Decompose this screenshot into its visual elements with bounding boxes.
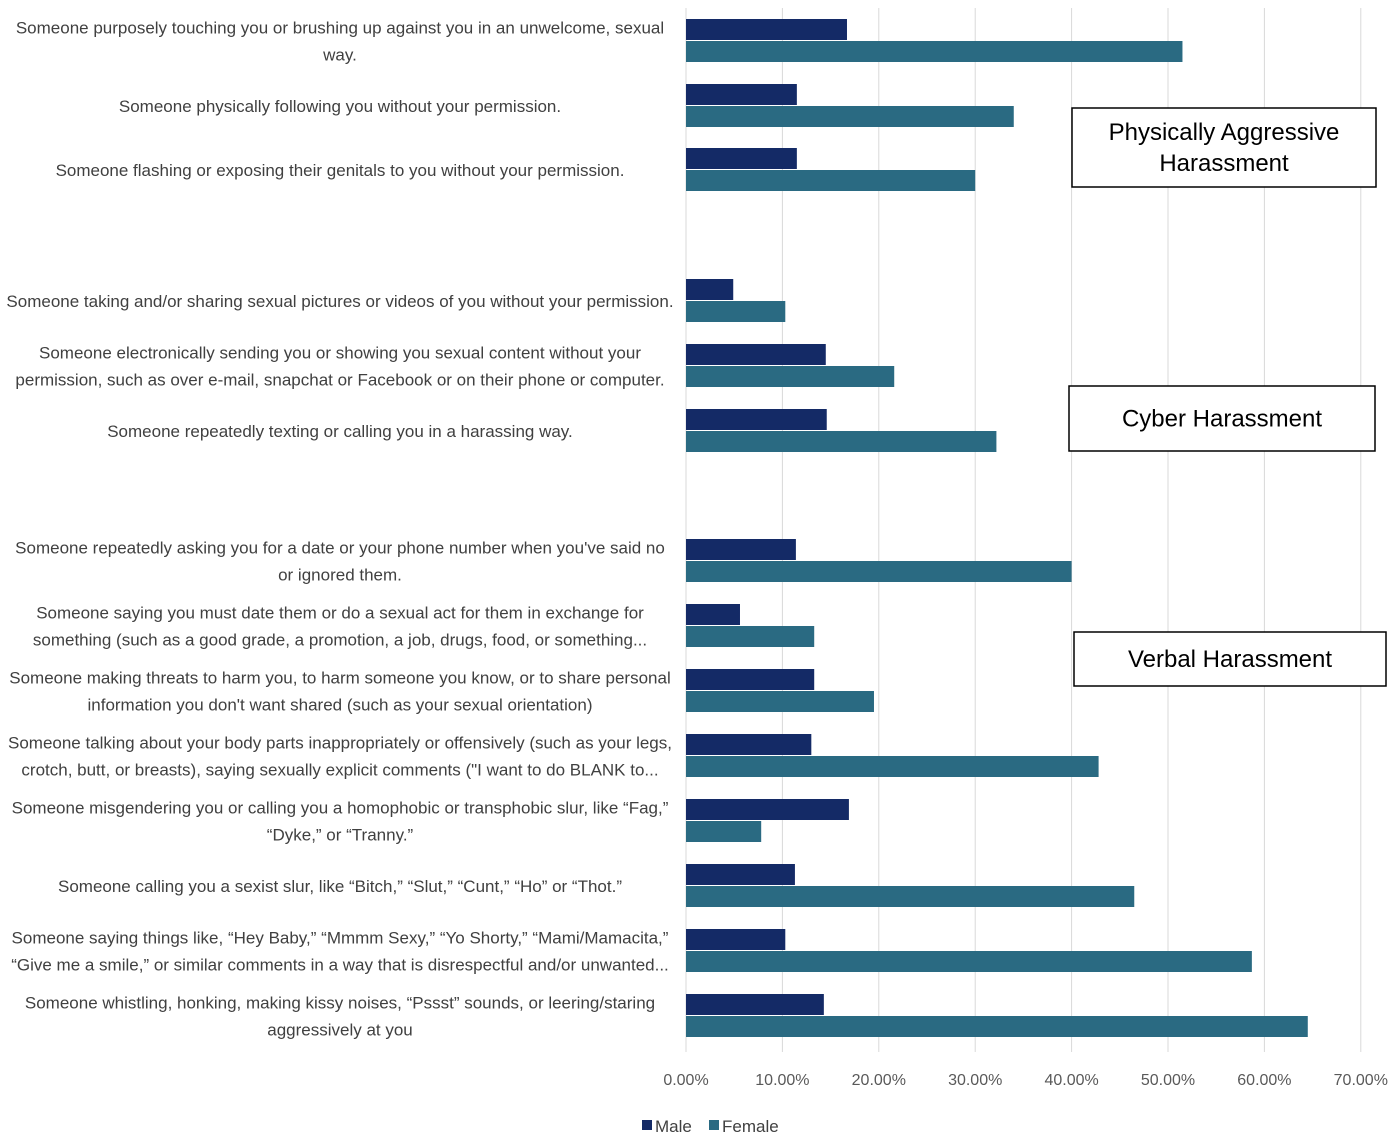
category-label: Someone whistling, honking, making kissy… <box>25 994 655 1040</box>
bar-female <box>686 1016 1308 1037</box>
x-tick-label: 0.00% <box>663 1072 708 1089</box>
legend-swatch <box>642 1120 652 1130</box>
group-label: Cyber Harassment <box>1122 406 1322 433</box>
bar-female <box>686 626 815 647</box>
x-tick-label: 50.00% <box>1141 1072 1195 1089</box>
bar-male <box>686 148 797 169</box>
bar-male <box>686 864 795 885</box>
category-label: Someone physically following you without… <box>119 97 561 116</box>
bar-female <box>686 366 895 387</box>
bar-male <box>686 929 786 950</box>
bar-male <box>686 604 740 625</box>
bar-female <box>686 821 762 842</box>
category-label: Someone electronically sending you or sh… <box>15 344 664 390</box>
category-label: Someone flashing or exposing their genit… <box>56 161 625 180</box>
legend-swatch <box>709 1120 719 1130</box>
category-label: Someone talking about your body parts in… <box>8 734 672 780</box>
category-label: Someone purposely touching you or brushi… <box>16 19 664 65</box>
group-label: Verbal Harassment <box>1128 646 1332 673</box>
category-label: Someone repeatedly texting or calling yo… <box>107 422 573 441</box>
category-label: Someone misgendering you or calling you … <box>12 799 669 845</box>
legend-label: Male <box>655 1117 692 1136</box>
bar-female <box>686 756 1099 777</box>
bar-female <box>686 301 786 322</box>
category-label: Someone taking and/or sharing sexual pic… <box>6 292 673 311</box>
bar-male <box>686 994 824 1015</box>
group-label: Physically Aggressive Harassment <box>1109 119 1340 177</box>
x-tick-label: 40.00% <box>1044 1072 1098 1089</box>
bar-male <box>686 279 734 300</box>
x-tick-label: 60.00% <box>1237 1072 1291 1089</box>
x-tick-label: 10.00% <box>755 1072 809 1089</box>
bar-male <box>686 84 797 105</box>
bar-male <box>686 669 815 690</box>
category-label: Someone making threats to harm you, to h… <box>9 669 670 715</box>
bar-male <box>686 734 812 755</box>
bar-female <box>686 561 1072 582</box>
x-tick-label: 70.00% <box>1334 1072 1388 1089</box>
bar-female <box>686 886 1135 907</box>
bar-female <box>686 951 1252 972</box>
bar-female <box>686 41 1183 62</box>
group-box <box>1071 107 1377 188</box>
group-box <box>1073 631 1387 687</box>
bar-male <box>686 19 847 40</box>
category-label: Someone saying you must date them or do … <box>33 604 647 650</box>
bar-female <box>686 106 1014 127</box>
bar-male <box>686 539 796 560</box>
x-tick-label: 20.00% <box>852 1072 906 1089</box>
group-box <box>1068 385 1376 452</box>
bar-male <box>686 799 849 820</box>
x-tick-label: 30.00% <box>948 1072 1002 1089</box>
category-label: Someone calling you a sexist slur, like … <box>58 877 622 896</box>
bar-female <box>686 170 976 191</box>
bar-female <box>686 431 997 452</box>
bar-male <box>686 344 826 365</box>
category-label: Someone repeatedly asking you for a date… <box>15 539 665 585</box>
category-label: Someone saying things like, “Hey Baby,” … <box>11 929 669 975</box>
bar-female <box>686 691 874 712</box>
bar-male <box>686 409 827 430</box>
legend-label: Female <box>722 1117 779 1136</box>
